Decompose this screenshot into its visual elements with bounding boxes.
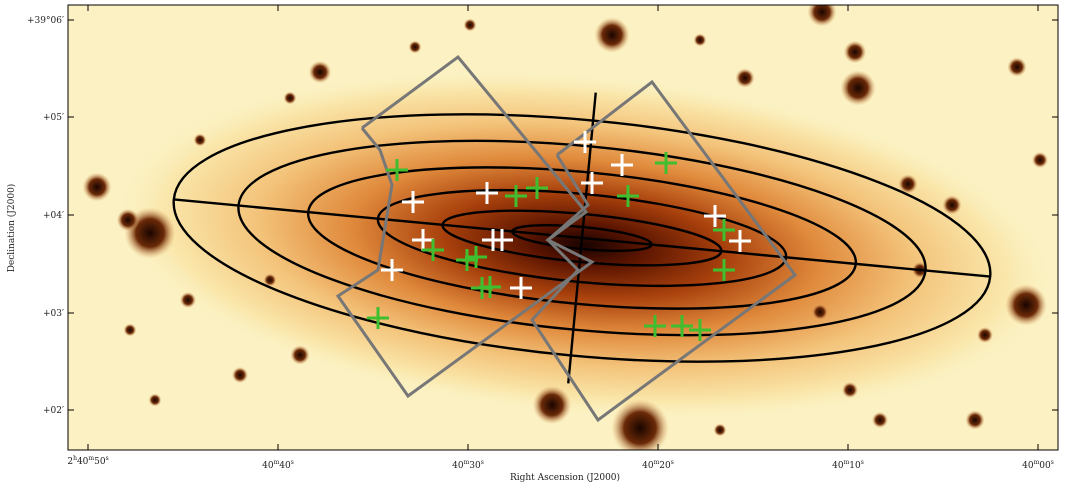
x-tick-label: 2h40m50s: [67, 455, 108, 467]
x-tick-label-part: 40: [262, 461, 274, 471]
figure: 2h40m50s 40m40s 40m30s 40m20s 40m10s 40m00s +3…: [0, 0, 1075, 488]
star: [290, 345, 309, 364]
y-tick-label: +04′: [43, 211, 64, 221]
x-tick-label-part: s: [481, 459, 484, 466]
sky-image: [68, 0, 1068, 457]
x-tick-label: 40m40s: [262, 459, 294, 471]
x-tick-label-part: 20: [659, 461, 671, 471]
star: [1032, 152, 1048, 168]
star: [309, 61, 331, 83]
x-tick-label-part: s: [106, 455, 109, 462]
star: [464, 19, 477, 32]
x-tick-label-part: 00: [1039, 461, 1051, 471]
y-tick-label: +03′: [43, 309, 64, 319]
star: [124, 324, 137, 337]
star: [812, 304, 828, 320]
x-tick-label-part: 40: [1022, 461, 1034, 471]
x-tick-label-part: 40: [642, 461, 654, 471]
x-tick-label: 40m00s: [1022, 459, 1054, 471]
star: [977, 327, 993, 343]
x-axis-title: Right Ascension (J2000): [510, 472, 620, 483]
x-tick-label: 40m30s: [452, 459, 484, 471]
x-tick-label: 40m10s: [832, 459, 864, 471]
star: [409, 41, 422, 54]
x-tick-label-part: s: [1051, 459, 1054, 466]
x-tick-label-part: 40: [279, 461, 291, 471]
star: [180, 292, 196, 308]
star: [83, 173, 112, 202]
star: [594, 17, 629, 52]
y-tick-label: +05′: [43, 113, 64, 123]
star: [117, 209, 139, 231]
star: [149, 394, 162, 407]
star: [942, 195, 961, 214]
star: [194, 134, 207, 147]
star: [842, 382, 858, 398]
star: [1007, 57, 1026, 76]
star: [840, 70, 875, 105]
x-tick-label-part: s: [671, 459, 674, 466]
star: [611, 399, 669, 457]
y-tick-label: +39°06′: [27, 16, 64, 26]
x-tick-label-part: 40: [452, 461, 464, 471]
x-tick-label-part: 30: [469, 461, 481, 471]
x-tick-label-part: 40: [832, 461, 844, 471]
star: [735, 68, 754, 87]
y-tick-label: +02′: [43, 406, 64, 416]
star: [872, 412, 888, 428]
y-axis-title: Declination (J2000): [6, 184, 17, 273]
x-tick-label-part: 10: [849, 461, 861, 471]
star: [1005, 284, 1047, 326]
star: [694, 34, 707, 47]
star: [965, 410, 984, 429]
star: [533, 386, 571, 424]
star: [232, 367, 248, 383]
star: [714, 424, 727, 437]
x-tick-label-part: 40: [77, 457, 89, 467]
star: [844, 41, 866, 63]
star: [284, 92, 297, 105]
x-tick-label-part: 50: [94, 457, 106, 467]
x-tick-label-part: s: [291, 459, 294, 466]
x-tick-label-part: s: [861, 459, 864, 466]
x-tick-label: 40m20s: [642, 459, 674, 471]
